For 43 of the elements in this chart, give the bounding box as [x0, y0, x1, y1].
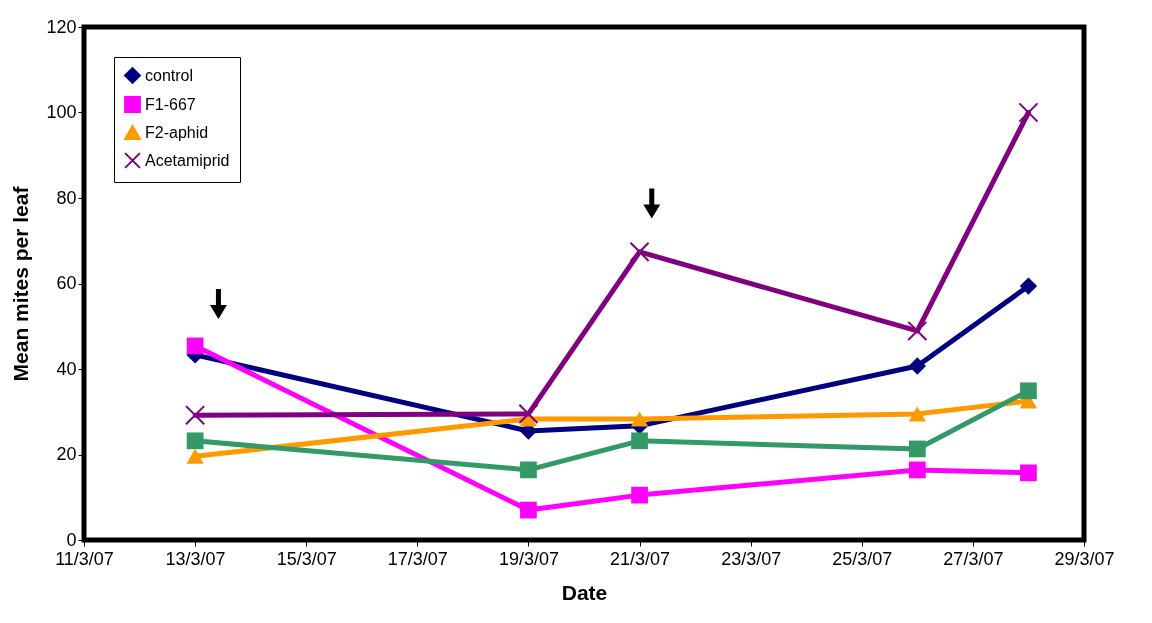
x-tick-label: 19/3/07 — [498, 548, 559, 569]
point — [908, 461, 926, 479]
point — [185, 405, 206, 426]
y-tick-label: 40 — [56, 358, 77, 379]
y-tick-label: 120 — [46, 16, 77, 37]
point — [629, 241, 650, 262]
point — [631, 486, 648, 504]
x-tick-label: 27/3/07 — [943, 548, 1004, 569]
point — [186, 337, 204, 355]
legend-label: Acetamiprid — [145, 151, 230, 169]
y-tick-label: 60 — [56, 273, 77, 293]
y-tick-label: 80 — [56, 187, 77, 208]
x-tick-label: 13/3/07 — [165, 548, 226, 569]
point — [630, 411, 649, 427]
legend-label: control — [145, 66, 194, 84]
point — [908, 357, 926, 375]
legend-label: F2-aphid — [145, 123, 209, 141]
x-tick-label: 29/3/07 — [1054, 548, 1115, 569]
y-tick-label: 20 — [56, 444, 77, 464]
point — [907, 320, 928, 342]
point — [186, 448, 204, 464]
x-tick-label: 25/3/07 — [832, 548, 893, 569]
y-tick-label: 0 — [66, 529, 77, 550]
point — [1020, 382, 1037, 400]
x-tick-label: 17/3/07 — [387, 548, 448, 569]
point — [520, 501, 537, 519]
point — [631, 432, 648, 450]
point — [186, 432, 204, 450]
legend-label: F1-667 — [145, 95, 196, 113]
point — [1019, 277, 1038, 295]
x-tick-label: 11/3/07 — [55, 548, 114, 569]
y-axis-title: Mean mites per leaf — [9, 185, 33, 382]
x-tick-label: 15/3/07 — [276, 548, 337, 569]
y-tick-label: 100 — [46, 102, 77, 122]
x-tick-label: 23/3/07 — [721, 548, 782, 569]
point — [1018, 102, 1039, 123]
point — [518, 403, 539, 424]
x-axis-title: Date — [561, 580, 608, 604]
point — [908, 440, 926, 458]
point — [1020, 464, 1037, 482]
point — [520, 461, 537, 479]
x-tick-label: 21/3/07 — [610, 548, 671, 569]
point — [908, 406, 926, 422]
